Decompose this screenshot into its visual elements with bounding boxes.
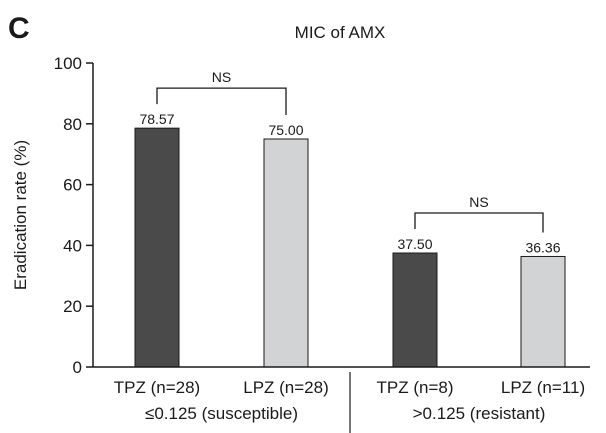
bar: [134, 127, 180, 368]
group-label: >0.125 (resistant): [413, 404, 546, 423]
y-tick-label: 20: [63, 297, 82, 316]
x-axis: TPZ (n=28) LPZ (n=28) TPZ (n=8) LPZ (n=11) ≤…: [93, 366, 590, 433]
y-axis: 0 20 40 60 80 100: [54, 54, 94, 377]
significance-label: NS: [469, 194, 488, 210]
panel-label: C: [8, 12, 30, 45]
x-tick-label: TPZ (n=8): [377, 378, 454, 397]
x-tick-label: TPZ (n=28): [114, 378, 200, 397]
chart-title: MIC of AMX: [295, 23, 386, 42]
group-label: ≤0.125 (susceptible): [145, 404, 298, 423]
bar: [263, 138, 309, 368]
x-tick-label: LPZ (n=11): [501, 378, 585, 397]
significance-bracket: [414, 212, 544, 233]
value-labels: 78.57 75.00 37.50 36.36: [139, 111, 560, 255]
x-tick-label: LPZ (n=28): [243, 378, 329, 397]
bar: [520, 255, 566, 368]
bar-value-label: 36.36: [525, 239, 560, 255]
bar-value-label: 78.57: [139, 111, 174, 127]
bar-value-label: 37.50: [397, 236, 432, 252]
bar-value-label: 75.00: [268, 122, 303, 138]
y-tick-label: 40: [63, 236, 82, 255]
y-tick-label: 100: [54, 54, 82, 73]
significance-brackets: NS NS: [156, 69, 544, 233]
y-axis-label: Eradication rate (%): [11, 140, 30, 290]
significance-label: NS: [212, 69, 231, 85]
y-tick-label: 60: [63, 176, 82, 195]
bar: [392, 252, 438, 368]
significance-bracket: [156, 87, 287, 115]
y-tick-label: 0: [73, 358, 82, 377]
bars: [134, 127, 566, 368]
y-tick-label: 80: [63, 115, 82, 134]
